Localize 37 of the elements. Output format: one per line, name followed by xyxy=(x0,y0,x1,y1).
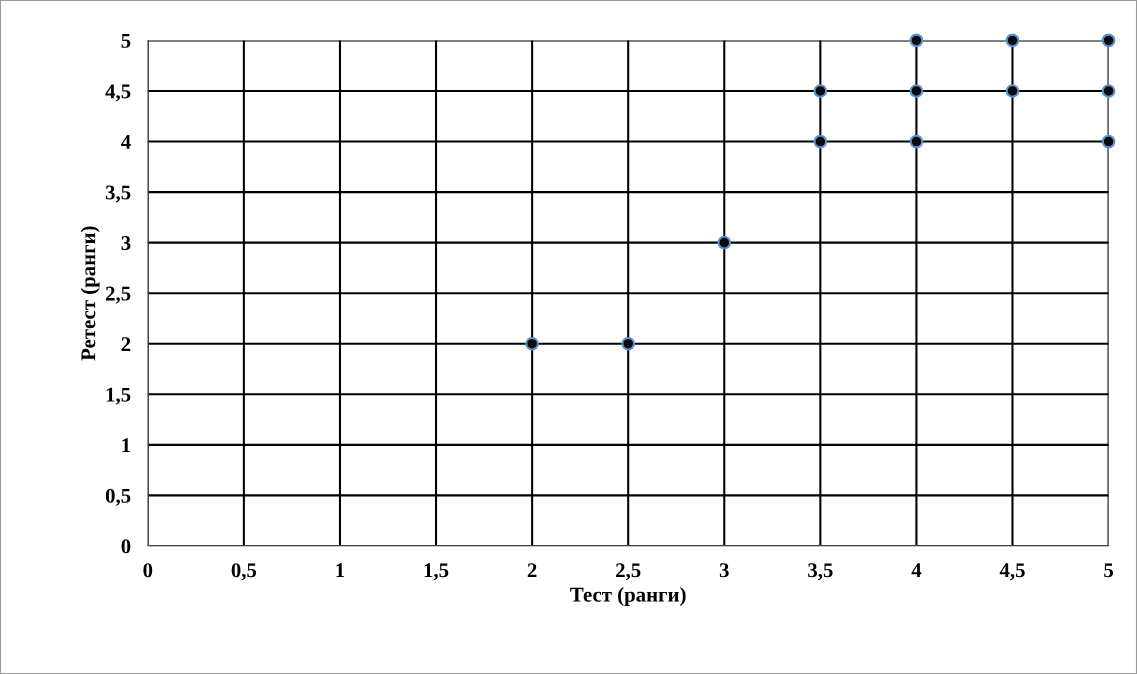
point xyxy=(1101,33,1116,48)
x-tick-label: 1 xyxy=(336,563,345,578)
y-tick-label: 0 xyxy=(121,539,131,554)
y-tick-label: 1 xyxy=(122,438,131,453)
point xyxy=(813,84,828,98)
y-tick-label: 3,5 xyxy=(105,185,131,203)
point xyxy=(1101,84,1116,98)
y-tick-label: 2,5 xyxy=(105,286,131,304)
point xyxy=(909,84,924,98)
x-tick-label: 4,5 xyxy=(999,563,1025,581)
x-tick-label: 0 xyxy=(143,563,153,578)
y-tick-label: 0,5 xyxy=(105,488,131,506)
x-tick-label: 3 xyxy=(719,563,729,578)
y-axis-title: Ретест (ранги) xyxy=(80,226,100,361)
point xyxy=(1101,134,1116,149)
point xyxy=(813,134,828,149)
y-tick-label: 1,5 xyxy=(106,387,131,405)
point xyxy=(1005,33,1020,48)
x-axis-title: Тест (ранги) xyxy=(570,587,686,606)
x-tick-label: 1,5 xyxy=(424,563,449,581)
x-tick-label: 2,5 xyxy=(616,563,641,581)
point xyxy=(621,336,636,351)
point xyxy=(909,134,924,149)
y-tick-label: 2 xyxy=(121,337,131,351)
x-tick-label: 3,5 xyxy=(808,563,833,581)
x-tick-label: 4 xyxy=(911,563,922,578)
y-tick-label: 5 xyxy=(121,34,131,48)
y-tick-label: 3 xyxy=(121,236,131,251)
point xyxy=(1005,84,1020,98)
x-tick-label: 5 xyxy=(1104,563,1114,578)
y-tick-label: 4,5 xyxy=(105,84,131,102)
point xyxy=(525,336,539,351)
x-tick-label: 2 xyxy=(527,563,537,578)
point xyxy=(717,235,732,250)
x-tick-label: 0,5 xyxy=(231,563,257,581)
y-tick-label: 4 xyxy=(121,135,131,149)
point xyxy=(909,33,924,48)
